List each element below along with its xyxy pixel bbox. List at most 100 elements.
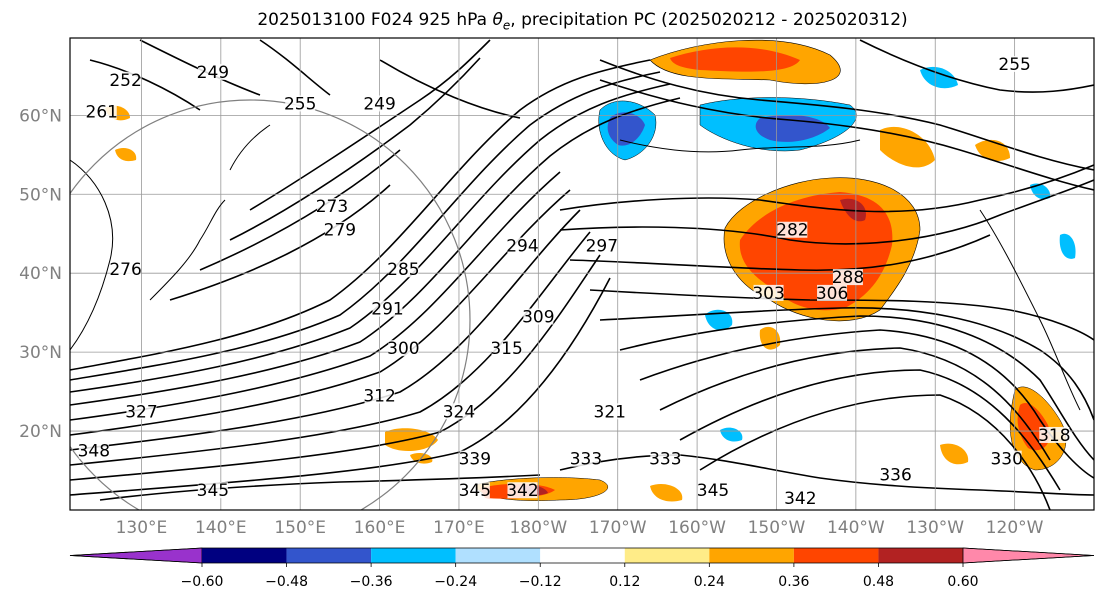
contour-label-background <box>586 237 617 254</box>
contour-label-background <box>523 308 554 325</box>
longitude-tick-label: 180°W <box>509 518 567 538</box>
contour-label-background <box>459 482 490 499</box>
contour-label-background <box>78 442 109 459</box>
contour-value-label: 324 <box>443 402 475 422</box>
contour-value-label: 342 <box>506 481 538 501</box>
colorbar-segment <box>878 548 963 563</box>
contour-labels: 252 249 261 255 249 258 273 279 285 291 300 276 294 2… <box>22 55 1071 509</box>
colorbar-segment <box>371 548 456 563</box>
colorbar: −0.60 −0.48 −0.36 −0.24 −0.12 0.12 0.24 0.36 0.4… <box>69 547 1095 590</box>
contour-value-label: 249 <box>197 63 229 83</box>
colorbar-under-extension <box>69 547 203 564</box>
contour-label-background <box>388 261 419 278</box>
contour-label-background <box>126 403 157 420</box>
contour-value-label: 258 <box>22 134 54 154</box>
latitude-tick-label: 40°N <box>19 264 62 284</box>
colorbar-tick-label: 0.48 <box>863 574 894 590</box>
longitude-tick-label: 160°E <box>354 518 406 538</box>
longitude-tick-label: 170°W <box>589 518 647 538</box>
contour-value-label: 255 <box>998 55 1030 75</box>
contour-label-background <box>594 403 625 420</box>
contour-label-background <box>785 490 816 507</box>
contour-label-background <box>570 450 601 467</box>
longitude-tick-label: 140°W <box>827 518 885 538</box>
contour-value-label: 255 <box>284 94 316 114</box>
contour-label-background <box>23 135 53 151</box>
contour-label-background <box>991 450 1022 467</box>
contour-value-label: 303 <box>752 284 784 304</box>
colorbar-tick-label: 0.12 <box>609 574 640 590</box>
colorbar-segment <box>709 548 794 563</box>
contour-value-label: 345 <box>697 481 729 501</box>
contour-label-background <box>1039 426 1070 443</box>
contour-value-label: 345 <box>459 481 491 501</box>
contour-value-label: 336 <box>879 465 911 485</box>
contour-value-label: 333 <box>649 450 681 470</box>
contour-value-label: 327 <box>125 402 157 422</box>
map-gridlines <box>70 38 1094 510</box>
contour-label-background <box>753 284 784 301</box>
colorbar-over-extension <box>962 547 1095 564</box>
contour-value-label: 300 <box>387 339 419 359</box>
contour-label-background <box>86 103 117 120</box>
colorbar-tick-label: −0.60 <box>181 574 224 590</box>
projection-boundary <box>70 99 471 510</box>
contour-value-label: 291 <box>371 300 403 320</box>
contour-label-background <box>388 340 419 357</box>
contour-label-background <box>316 198 347 215</box>
contour-value-label: 285 <box>387 260 419 280</box>
contour-value-label: 309 <box>522 308 554 328</box>
longitude-tick-label: 120°W <box>986 518 1044 538</box>
contour-value-label: 342 <box>784 489 816 509</box>
latitude-tick-label: 50°N <box>19 185 62 205</box>
colorbar-tick-label: 0.36 <box>778 574 809 590</box>
colorbar-tick-label: −0.24 <box>434 574 477 590</box>
colorbar-segment <box>540 548 625 563</box>
contour-value-label: 282 <box>776 221 808 241</box>
coastlines <box>70 124 1081 411</box>
contour-value-label: 312 <box>363 386 395 406</box>
map-title: 2025013100 F024 925 hPa θe, precipitatio… <box>257 10 908 33</box>
longitude-tick-label: 130°E <box>116 518 168 538</box>
contour-value-label: 315 <box>490 339 522 359</box>
contour-label-background <box>507 482 538 499</box>
contour-value-label: 294 <box>506 237 538 257</box>
colorbar-segment <box>455 548 541 563</box>
map-frame <box>69 37 1095 511</box>
contour-value-label: 348 <box>78 442 110 462</box>
contour-value-label: 321 <box>594 402 626 422</box>
contour-value-label: 252 <box>109 71 141 91</box>
colorbar-segment <box>624 548 710 563</box>
contour-label-background <box>459 450 490 467</box>
contour-label-background <box>697 482 728 499</box>
contour-label-background <box>817 284 848 301</box>
contour-label-background <box>372 300 403 317</box>
contour-label-background <box>999 55 1030 72</box>
colorbar-segment <box>286 548 372 563</box>
colorbar-segment <box>202 548 287 563</box>
contour-label-background <box>110 71 141 88</box>
contour-value-label: 345 <box>197 481 229 501</box>
colorbar-tick-label: −0.48 <box>265 574 308 590</box>
contour-label-background <box>364 387 395 404</box>
contour-value-label: 339 <box>459 450 491 470</box>
contour-label-background <box>285 95 316 112</box>
contour-value-label: 273 <box>316 197 348 217</box>
longitude-tick-label: 150°W <box>748 518 806 538</box>
contour-label-background <box>832 269 863 286</box>
colorbar-tick-label: −0.12 <box>519 574 562 590</box>
latitude-tick-label: 60°N <box>19 106 62 126</box>
contour-value-label: 333 <box>570 450 602 470</box>
contour-label-background <box>880 466 911 483</box>
latitude-labels: 60°N 50°N 40°N 30°N 20°N <box>19 106 62 442</box>
colorbar-tick-label: 0.60 <box>947 574 978 590</box>
contour-label-background <box>324 221 355 238</box>
contour-value-label: 330 <box>990 450 1022 470</box>
contour-value-label: 306 <box>816 284 848 304</box>
contour-value-label: 288 <box>832 268 864 288</box>
map-area: 252 249 261 255 249 258 273 279 285 291 300 276 294 2… <box>22 38 1094 510</box>
contour-label-background <box>650 450 681 467</box>
latitude-tick-label: 30°N <box>19 343 62 363</box>
longitude-tick-label: 130°W <box>906 518 964 538</box>
